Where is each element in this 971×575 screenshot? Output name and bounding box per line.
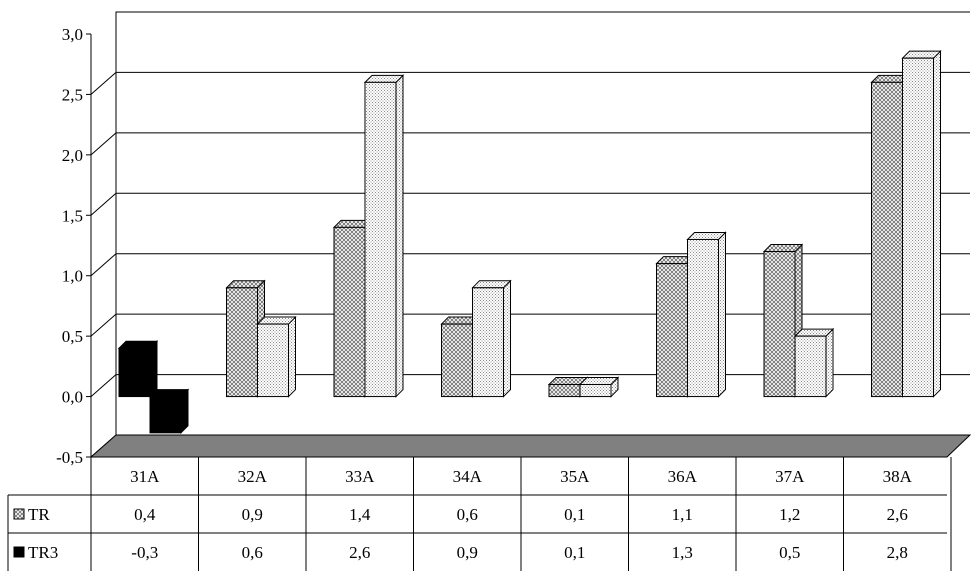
- bar-side: [288, 315, 296, 398]
- bar: [548, 383, 581, 398]
- bar: [257, 323, 289, 398]
- data-cell: 0,6: [457, 505, 478, 524]
- bar: [579, 383, 612, 398]
- bar: [149, 396, 182, 434]
- bar: [364, 81, 397, 398]
- data-cell: 2,8: [887, 543, 908, 562]
- y-tick-label: 2,5: [62, 85, 83, 104]
- y-tick-label: 3,0: [62, 25, 83, 44]
- y-axis: -0,5 0,0 0,5 1,0 1,5 2,0 2,5 3,0: [56, 25, 92, 467]
- data-cell: 2,6: [349, 543, 370, 562]
- data-cell: 2,6: [887, 505, 908, 524]
- floor: [89, 434, 971, 458]
- data-cell: 1,1: [672, 505, 693, 524]
- gridline-side: [90, 132, 117, 156]
- bar-side: [933, 49, 941, 398]
- bar: [902, 57, 934, 398]
- gridline-side: [90, 72, 117, 95]
- bar: [472, 287, 504, 398]
- bar: [871, 81, 903, 398]
- bar-top: [117, 340, 159, 349]
- y-tick-label: 2,0: [62, 146, 83, 165]
- gridlines: [90, 71, 970, 397]
- category-label: 35A: [560, 467, 590, 486]
- bar: [118, 347, 151, 398]
- gridline-side: [90, 253, 117, 277]
- bar-side: [825, 327, 834, 398]
- gridline-side: [90, 192, 117, 216]
- plot-walls: [90, 11, 970, 458]
- series-label: TR: [28, 505, 50, 524]
- category-label: 32A: [238, 467, 268, 486]
- data-cell: -0,3: [131, 543, 158, 562]
- data-cell: 0,9: [242, 505, 263, 524]
- bar-top: [225, 280, 266, 289]
- bar-side: [503, 279, 511, 398]
- y-tick-label: 0,5: [62, 327, 83, 346]
- bar-top: [578, 376, 620, 385]
- category-label: 38A: [883, 467, 913, 486]
- y-tick-label: 0,0: [62, 388, 83, 407]
- bar-top: [363, 74, 405, 83]
- category-label: 31A: [130, 467, 160, 486]
- legend-swatch: [13, 546, 25, 558]
- data-cell: 0,1: [564, 505, 585, 524]
- bar-top: [793, 328, 835, 337]
- bar-side: [149, 340, 158, 398]
- y-tick-label: 1,0: [62, 267, 83, 286]
- bar-side: [395, 74, 404, 398]
- bar: [226, 287, 258, 398]
- bars: [117, 49, 942, 435]
- y-tick-label: -0,5: [56, 448, 83, 467]
- data-cell: 0,4: [134, 505, 156, 524]
- gridline-side: [90, 374, 117, 397]
- data-cell: 0,9: [457, 543, 478, 562]
- bar: [441, 323, 473, 398]
- y-tick-label: 1,5: [62, 206, 83, 225]
- bar: [656, 263, 688, 398]
- back-wall-outline: [90, 11, 970, 458]
- series-label: TR3: [28, 543, 58, 562]
- data-table: 31A 0,4 -0,3 32A 0,9 0,6 33A 1,4 2,6 34A 0,6 0,9 35A…: [7, 457, 952, 571]
- data-cell: 0,1: [564, 543, 585, 562]
- bar-top: [686, 231, 727, 240]
- data-cell: 0,5: [779, 543, 800, 562]
- category-label: 37A: [775, 467, 805, 486]
- data-cell: 0,6: [242, 543, 263, 562]
- bar-top: [901, 50, 942, 59]
- bar: [687, 238, 719, 398]
- category-label: 34A: [453, 467, 483, 486]
- data-cell: 1,2: [779, 505, 800, 524]
- category-label: 36A: [668, 467, 698, 486]
- data-cell: 1,3: [672, 543, 693, 562]
- bar: [333, 226, 366, 398]
- data-cell: 1,4: [349, 505, 371, 524]
- bar-top: [471, 280, 512, 289]
- bar-top: [256, 316, 297, 325]
- bar-top: [762, 244, 804, 253]
- category-label: 33A: [345, 467, 375, 486]
- bar: [763, 251, 796, 398]
- chart-floor: [89, 434, 971, 458]
- bar-top: [148, 389, 190, 398]
- gridline-side: [90, 313, 117, 337]
- legend-swatch: [13, 508, 25, 520]
- bar: [794, 335, 827, 398]
- bar-side: [718, 231, 726, 398]
